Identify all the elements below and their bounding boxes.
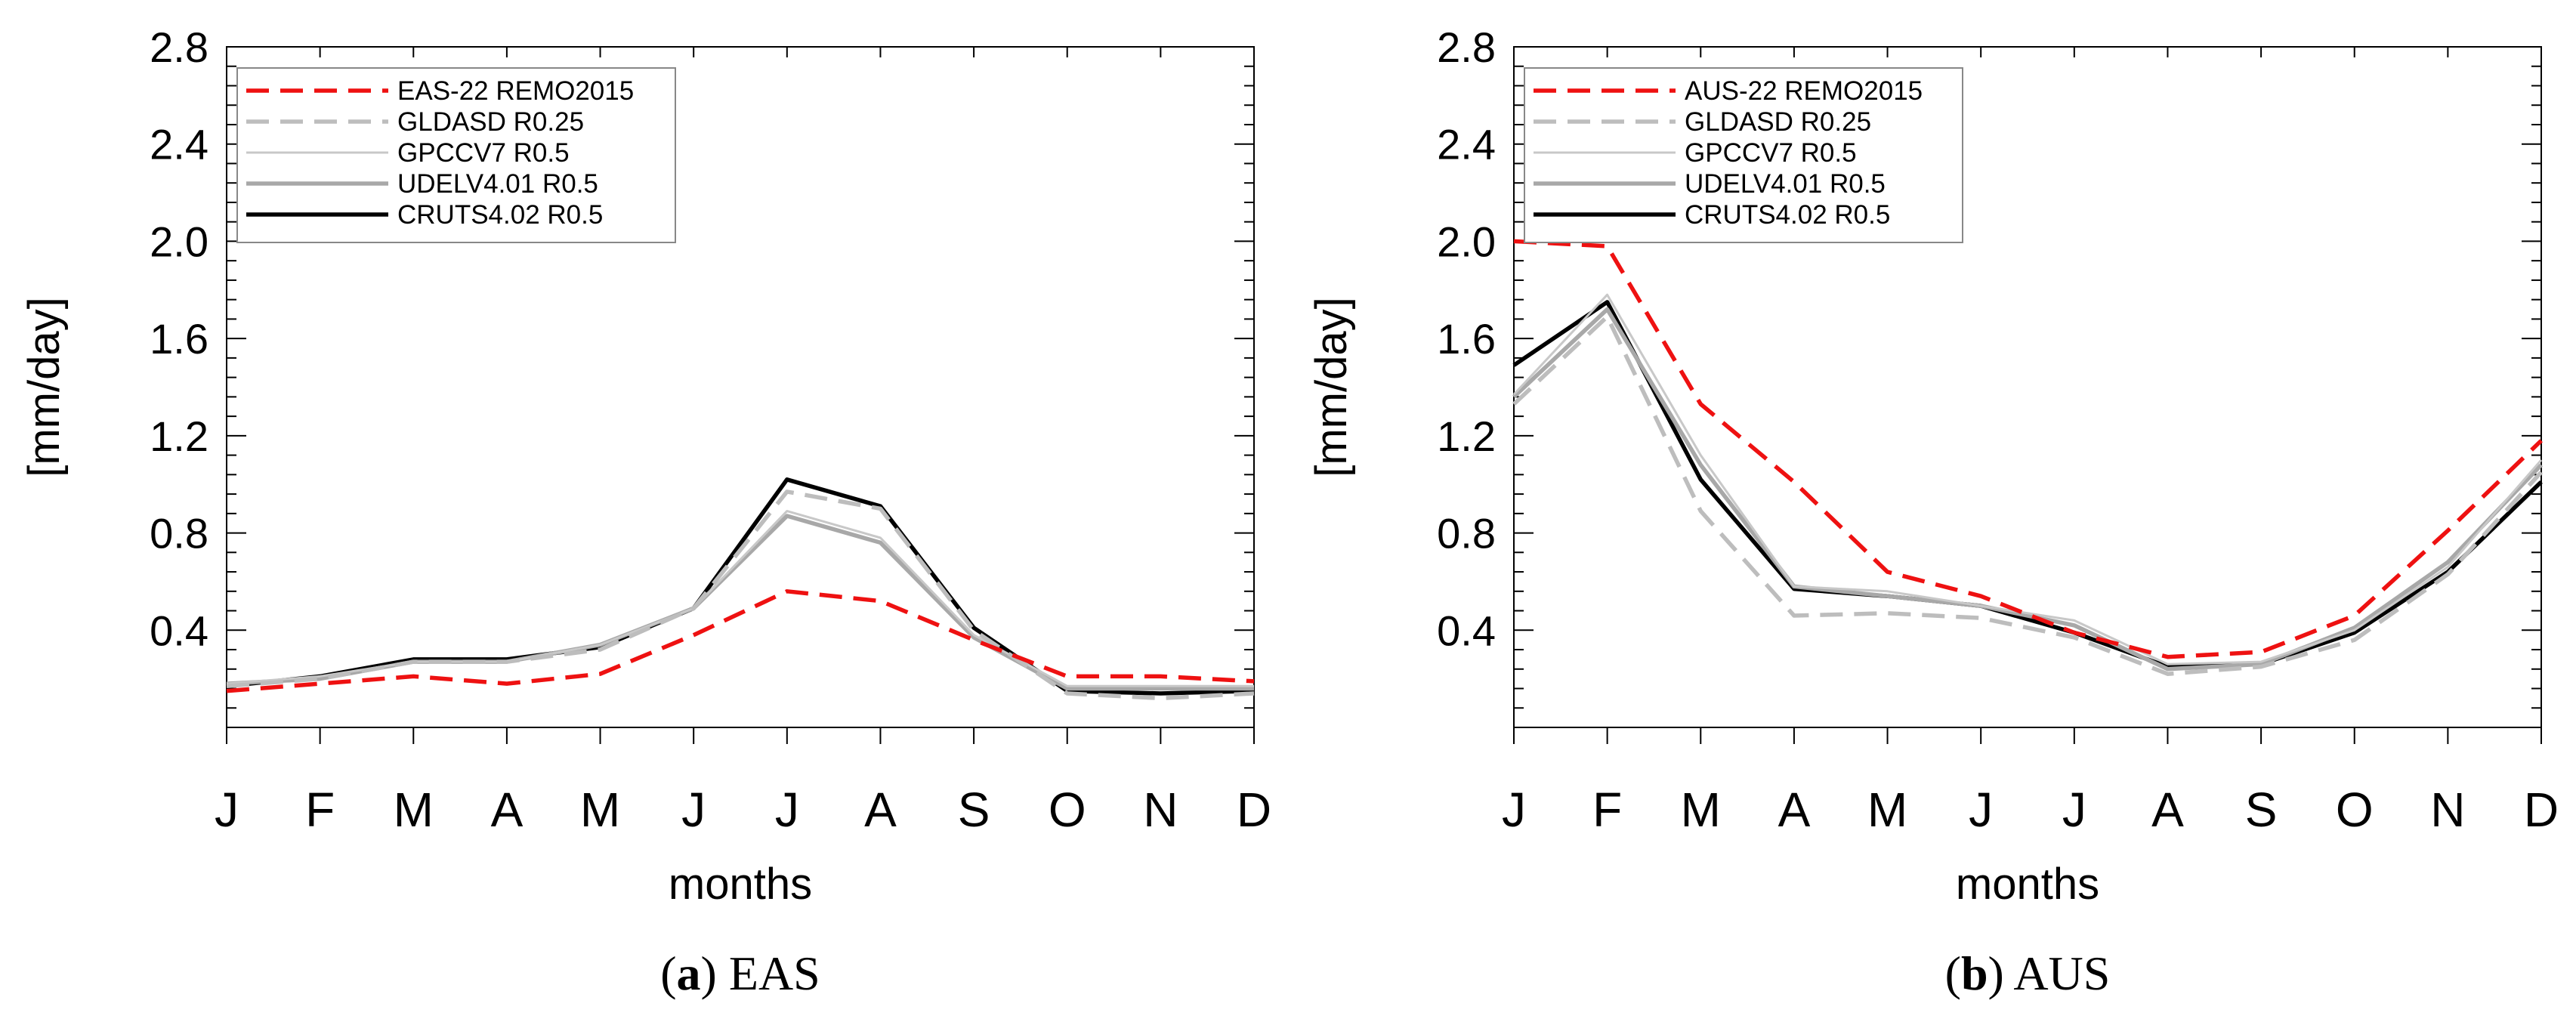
- legend-label: EAS-22 REMO2015: [397, 76, 634, 106]
- legend-label: GPCCV7 R0.5: [397, 138, 570, 168]
- legend-label: AUS-22 REMO2015: [1685, 76, 1923, 106]
- y-tick-label: 1.6: [1437, 315, 1496, 363]
- x-tick-label: M: [1681, 783, 1721, 837]
- y-tick-label: 1.6: [150, 315, 208, 363]
- legend-label: CRUTS4.02 R0.5: [397, 200, 603, 230]
- series-line: [226, 477, 1255, 696]
- y-tick-label: 0.8: [1437, 510, 1496, 557]
- x-tick-label: J: [1969, 783, 1993, 837]
- series-line: [1512, 307, 2543, 672]
- series-line: [226, 510, 1254, 687]
- x-tick-label: A: [1778, 783, 1811, 837]
- series-line: [1512, 293, 2543, 665]
- series-line: [1513, 239, 2543, 659]
- y-axis-label: [mm/day]: [20, 297, 69, 477]
- x-tick-label: J: [775, 783, 799, 837]
- legend-label: GLDASD R0.25: [1685, 107, 1871, 137]
- x-tick-label: S: [958, 783, 990, 837]
- x-axis-label: months: [669, 860, 812, 909]
- y-tick-label: 2.8: [150, 23, 208, 71]
- x-tick-label: M: [1867, 783, 1907, 837]
- plot-frame: [226, 46, 1255, 728]
- legend-label: UDELV4.01 R0.5: [1685, 169, 1886, 199]
- plot-frame: [1513, 46, 2542, 728]
- series-line: [1512, 300, 2543, 669]
- x-tick-label: A: [2151, 783, 2184, 837]
- x-tick-label: A: [864, 783, 897, 837]
- x-tick-label: O: [1049, 783, 1086, 837]
- x-tick-label: J: [215, 783, 239, 837]
- x-tick-label: M: [394, 783, 434, 837]
- y-tick-label: 0.4: [1437, 607, 1496, 654]
- x-tick-label: F: [1592, 783, 1622, 837]
- y-axis-label: [mm/day]: [1307, 297, 1356, 477]
- panel-caption: (b) AUS: [1945, 946, 2111, 1000]
- series-line: [226, 489, 1255, 701]
- y-tick-label: 0.8: [150, 510, 208, 557]
- x-tick-label: M: [580, 783, 620, 837]
- x-tick-label: A: [491, 783, 524, 837]
- y-tick-label: 2.0: [150, 218, 208, 265]
- legend-label: GPCCV7 R0.5: [1685, 138, 1857, 168]
- x-tick-label: J: [1502, 783, 1526, 837]
- series-line: [226, 589, 1255, 693]
- y-tick-label: 1.2: [1437, 412, 1496, 460]
- x-tick-label: O: [2336, 783, 2374, 837]
- x-tick-label: D: [1237, 783, 1271, 837]
- series-line: [1512, 314, 2544, 676]
- x-tick-label: J: [2062, 783, 2086, 837]
- y-tick-label: 1.2: [150, 412, 208, 460]
- x-axis-label: months: [1956, 860, 2099, 909]
- y-tick-label: 2.4: [150, 121, 208, 168]
- x-tick-label: D: [2524, 783, 2559, 837]
- x-tick-label: N: [2430, 783, 2465, 837]
- legend-label: GLDASD R0.25: [397, 107, 584, 137]
- legend-label: UDELV4.01 R0.5: [397, 169, 598, 199]
- panel-caption: (a) EAS: [660, 946, 820, 1000]
- x-tick-label: J: [681, 783, 706, 837]
- legend-label: CRUTS4.02 R0.5: [1685, 200, 1890, 230]
- y-tick-label: 2.4: [1437, 121, 1496, 168]
- x-tick-label: N: [1143, 783, 1178, 837]
- y-tick-label: 0.4: [150, 607, 208, 654]
- y-tick-label: 2.8: [1437, 23, 1496, 71]
- y-tick-label: 2.0: [1437, 218, 1496, 265]
- x-tick-label: S: [2245, 783, 2278, 837]
- x-tick-label: F: [305, 783, 335, 837]
